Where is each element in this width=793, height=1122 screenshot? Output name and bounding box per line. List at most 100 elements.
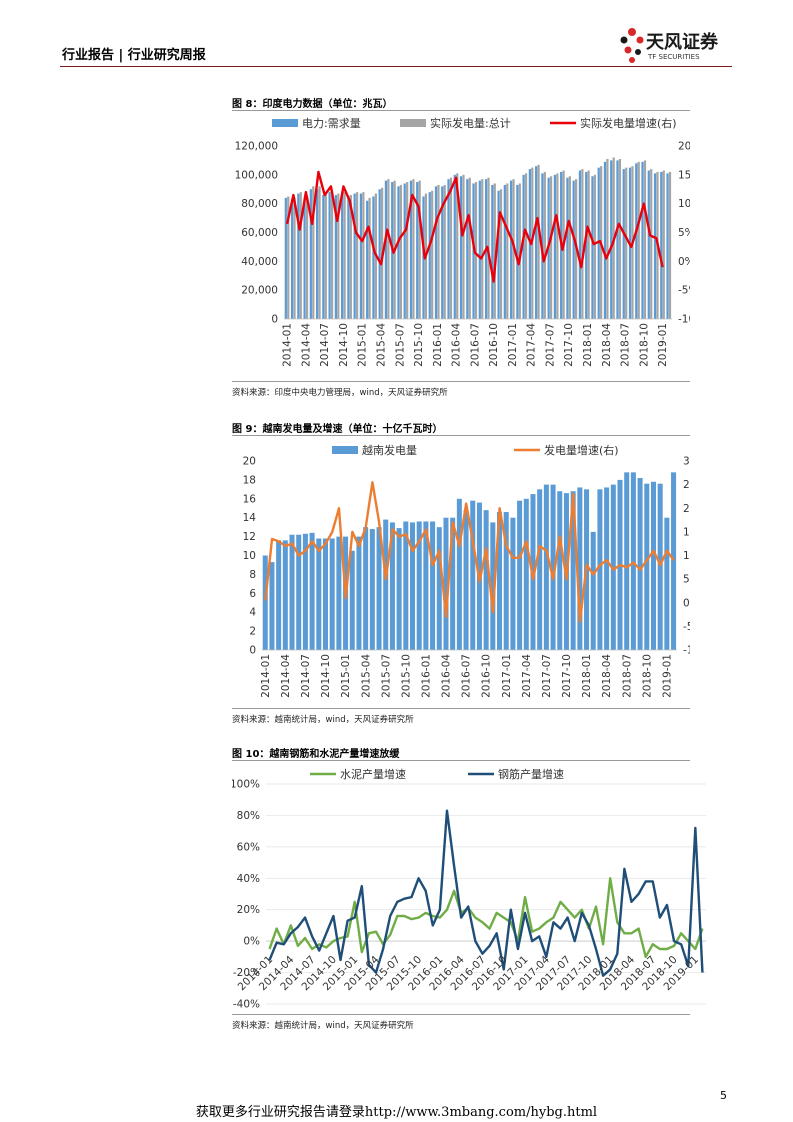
bar bbox=[334, 195, 337, 319]
bar bbox=[318, 186, 321, 319]
y2-tick-label: 0% bbox=[683, 597, 690, 609]
bar bbox=[468, 177, 471, 319]
bar bbox=[591, 176, 594, 319]
bar bbox=[412, 179, 415, 319]
series-line bbox=[268, 877, 704, 959]
x-tick-label: 2018-04 bbox=[601, 654, 613, 698]
bar bbox=[459, 176, 463, 319]
bar bbox=[543, 171, 546, 319]
x-tick-label: 2017-07 bbox=[544, 323, 556, 367]
bar bbox=[553, 174, 557, 319]
bar bbox=[616, 160, 619, 319]
bar bbox=[322, 538, 328, 650]
bar bbox=[336, 536, 342, 650]
y-tick-label: 100% bbox=[232, 779, 260, 791]
legend-swatch bbox=[272, 119, 298, 127]
bar bbox=[537, 489, 543, 650]
bar bbox=[657, 483, 663, 650]
figure-8-top-rule bbox=[232, 110, 690, 111]
y2-tick-label: 10% bbox=[683, 550, 690, 562]
x-tick-label: 2019-01 bbox=[661, 654, 673, 698]
bar bbox=[428, 192, 431, 319]
bar bbox=[353, 193, 356, 319]
y-tick-label: 80,000 bbox=[241, 198, 278, 210]
y-tick-label: 10 bbox=[243, 550, 256, 562]
bar bbox=[490, 522, 496, 650]
bar bbox=[349, 550, 355, 650]
bar bbox=[610, 484, 616, 650]
x-tick-label: 2016-01 bbox=[432, 323, 444, 367]
x-tick-label: 2017-04 bbox=[526, 323, 538, 367]
bar bbox=[296, 534, 302, 650]
bar bbox=[384, 180, 388, 319]
bar bbox=[416, 182, 419, 319]
bar bbox=[322, 195, 325, 319]
bar bbox=[396, 528, 402, 650]
figure-10-source: 资料来源：越南统计局，wind，天风证券研究所 bbox=[232, 1021, 414, 1031]
x-tick-label: 2016-01 bbox=[420, 654, 432, 698]
bar bbox=[528, 169, 531, 319]
figure-9-source: 资料来源：越南统计局，wind，天风证券研究所 bbox=[232, 715, 414, 725]
bar bbox=[341, 193, 344, 319]
bar bbox=[585, 171, 588, 319]
x-tick-label: 2014-04 bbox=[280, 654, 292, 698]
legend-swatch bbox=[400, 119, 426, 127]
bar bbox=[572, 180, 575, 319]
bar bbox=[355, 192, 359, 319]
bar bbox=[447, 179, 450, 319]
bar bbox=[483, 510, 489, 650]
figure-10-top-rule bbox=[232, 760, 690, 761]
company-logo: 天风证券 TF SECURITIES bbox=[618, 26, 738, 70]
bar bbox=[543, 484, 549, 650]
bar bbox=[302, 533, 308, 650]
bar bbox=[668, 171, 672, 319]
legend-label: 实际发电量:总计 bbox=[430, 116, 511, 130]
x-tick-label: 2014-07 bbox=[300, 654, 312, 698]
report-header-title: 行业报告 | 行业研究周报 bbox=[62, 48, 206, 63]
y-tick-label: 120,000 bbox=[235, 141, 278, 153]
bar bbox=[372, 196, 375, 319]
bar bbox=[449, 177, 453, 319]
figure-10-title: 图 10：越南钢筋和水泥产量增速放缓 bbox=[232, 749, 400, 760]
y-tick-label: 60,000 bbox=[241, 227, 278, 239]
bar bbox=[282, 540, 288, 650]
x-tick-label: 2015-04 bbox=[360, 654, 372, 698]
x-tick-label: 2018-07 bbox=[620, 323, 632, 367]
x-tick-label: 2014-01 bbox=[260, 654, 272, 698]
y-tick-label: 16 bbox=[243, 493, 257, 505]
bar bbox=[618, 158, 622, 319]
bar bbox=[653, 173, 657, 319]
x-tick-label: 2015-07 bbox=[380, 654, 392, 698]
y2-tick-label: -5% bbox=[683, 621, 690, 633]
bar bbox=[590, 531, 596, 650]
bar bbox=[622, 169, 625, 319]
x-tick-label: 2016-07 bbox=[461, 654, 473, 698]
bar bbox=[493, 183, 496, 319]
bar bbox=[578, 170, 582, 319]
y2-tick-label: -10% bbox=[678, 314, 690, 326]
figure-8-title: 图 8：印度电力数据（单位：兆瓦） bbox=[232, 99, 393, 110]
bar bbox=[362, 192, 365, 319]
y-tick-label: 100,000 bbox=[235, 169, 278, 181]
y-tick-label: 8 bbox=[249, 569, 256, 581]
y2-tick-label: 15% bbox=[678, 169, 690, 181]
bar bbox=[359, 193, 363, 319]
vietnam-steel-cement-chart: -40%-20%0%20%40%60%80%100%2014-012014-04… bbox=[232, 767, 706, 1011]
bar bbox=[409, 180, 413, 319]
bar bbox=[557, 491, 563, 650]
bar bbox=[305, 196, 309, 319]
y-tick-label: 20,000 bbox=[241, 285, 278, 297]
figure-9-title: 图 9：越南发电量及增速（单位：十亿千瓦时） bbox=[232, 424, 443, 435]
y-tick-label: 0 bbox=[249, 645, 256, 657]
x-tick-label: 2014-04 bbox=[300, 323, 312, 367]
bar bbox=[434, 186, 438, 319]
bar bbox=[443, 184, 446, 319]
bar bbox=[510, 517, 516, 650]
bar bbox=[337, 193, 340, 319]
bar bbox=[324, 192, 327, 319]
y-tick-label: 6 bbox=[249, 588, 256, 600]
bar bbox=[409, 522, 416, 650]
y-tick-label: 40,000 bbox=[241, 256, 278, 268]
vietnam-power-chart: 0 2 4 6 8 10 12 14 16 18 20 -10% -5% 0% 5% 10% 15% 20% 25%… bbox=[243, 443, 690, 698]
y2-tick-label: -10% bbox=[683, 645, 690, 657]
